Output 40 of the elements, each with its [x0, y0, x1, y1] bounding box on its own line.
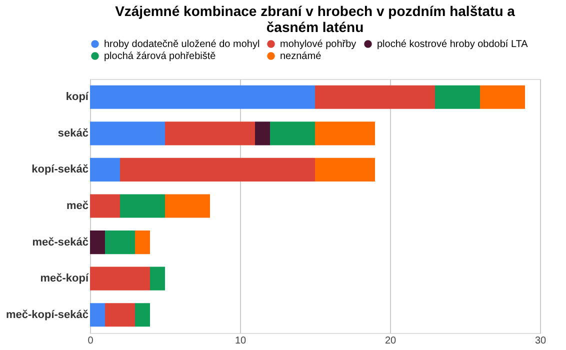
bar: [480, 85, 525, 109]
bar: [255, 122, 270, 146]
y-tick-label: sekáč: [58, 127, 88, 140]
y-tick-label: kopí: [66, 91, 90, 104]
bar: [90, 158, 120, 182]
bar: [105, 230, 135, 254]
legend-label: mohylové pohřby: [280, 39, 356, 50]
y-tick-label: meč-kopí-sekáč: [6, 308, 88, 321]
legend-label: neznámé: [280, 51, 322, 62]
bar: [315, 85, 435, 109]
y-tick-label: meč-sekáč: [32, 236, 88, 248]
bar: [165, 122, 255, 146]
bar: [135, 303, 150, 327]
legend-label: hroby dodatečně uložené do mohyl: [104, 39, 260, 50]
x-tick-label: 20: [384, 336, 396, 346]
bar: [315, 122, 375, 146]
legend-label: ploché kostrové hroby období LTA: [377, 39, 528, 50]
bar: [90, 122, 165, 146]
legend-label: plochá žárová pohřebiště: [104, 51, 216, 62]
x-tick-label: 30: [534, 336, 546, 346]
bar: [90, 266, 150, 290]
bar: [105, 303, 135, 327]
bar: [315, 158, 375, 182]
bar: [90, 85, 315, 109]
y-tick-label: meč-kopí: [40, 272, 90, 285]
bar: [120, 158, 315, 182]
x-tick-label: 10: [234, 336, 246, 346]
bar: [90, 303, 105, 327]
y-tick-label: kopí-sekáč: [32, 164, 88, 176]
bar: [165, 194, 210, 218]
bar: [270, 122, 315, 146]
bar: [120, 194, 165, 218]
bar: [150, 266, 165, 290]
bar: [90, 230, 105, 254]
chart-title: Vzájemné kombinace zbraní v hrobech v pozdním halštatu a časném laténu: [115, 3, 516, 35]
x-tick-label: 0: [88, 336, 94, 346]
bar: [435, 85, 480, 109]
bar: [135, 230, 150, 254]
bar: [90, 194, 120, 218]
y-tick-label: meč: [66, 200, 88, 212]
